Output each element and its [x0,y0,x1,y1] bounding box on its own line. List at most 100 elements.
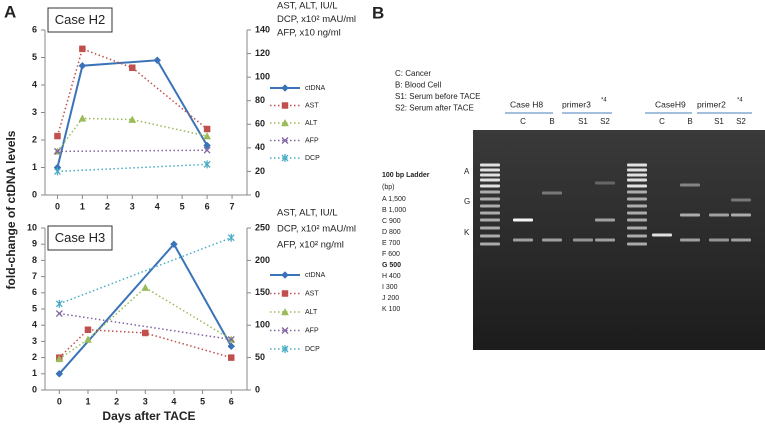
x-tick-label: 6 [205,201,210,211]
gel-marker: K [464,228,470,237]
ladder-entry: F 600 [382,251,400,258]
y2-tick-label: 0 [255,384,260,394]
gel-legend: S2: Serum after TACE [395,104,474,113]
gel-band [595,181,615,185]
gel-legend: S1: Serum before TACE [395,92,481,101]
x-tick-label: 4 [155,201,160,211]
gel-band [480,218,500,222]
y2-tick-label: 250 [255,222,270,232]
y-tick-label: 5 [32,303,37,313]
gel-band [731,198,751,202]
y-tick-label: 6 [32,287,37,297]
series-line [59,312,232,341]
ladder-entry: K 100 [382,306,400,313]
y-tick-label: 4 [32,320,37,330]
lane-label: C [520,117,526,126]
legend-marker [281,84,289,92]
data-point [203,132,212,140]
x-tick-label: 2 [105,201,110,211]
data-point [54,167,61,176]
data-point [227,335,235,343]
gel-band [627,173,647,177]
lane-label: C [659,117,665,126]
data-point [203,125,211,133]
legend-label: DCP [305,155,320,162]
gel-band [542,238,562,242]
gel-band [480,184,500,188]
gel-band [542,191,562,195]
gel-band [627,211,647,215]
data-point [128,115,137,123]
y-axis-label: fold-change of ctDNA levels [4,130,18,289]
x-tick-label: 5 [200,396,205,406]
y-tick-label: 4 [32,79,37,89]
lane-group-label: Case H8 [510,99,543,109]
gel-band [627,204,647,208]
gel-band [652,233,672,237]
x-tick-label: 1 [80,201,85,211]
data-point [54,132,61,140]
series-line [56,117,208,152]
series-line [58,328,232,359]
ladder-entry: B 1,000 [382,207,406,214]
x-tick-label: 1 [85,396,90,406]
gel-band [480,197,500,201]
legend-marker [281,118,289,127]
y-tick-label: 0 [32,189,37,199]
gel-band [480,211,500,215]
data-point [227,233,235,242]
data-point [55,369,64,378]
lane-label: B [549,117,554,126]
y2-tick-label: 80 [255,95,265,105]
legend-label: AFP [305,137,319,144]
legend-marker [281,102,289,109]
data-point [84,326,92,333]
data-point [203,146,211,154]
y-tick-label: 3 [32,336,37,346]
y2-tick-label: 120 [255,48,270,58]
y-tick-label: 10 [27,222,37,232]
lane-label: S1 [578,117,588,126]
gel-band [513,238,533,242]
legend-marker [281,137,289,144]
y2-tick-label: 0 [255,189,260,199]
lane-group-label: CaseH9 [655,99,686,109]
series-line [56,47,208,137]
y-tick-label: 3 [32,107,37,117]
y2-tick-label: 50 [255,352,265,362]
ladder-entry: D 800 [382,229,401,236]
data-point [78,61,87,70]
y-tick-label: 5 [32,52,37,62]
gel-band [480,178,500,182]
gel-bands [480,163,751,246]
lane-label: S1 [714,117,724,126]
gel-band [627,163,647,167]
panel-label: A [4,2,16,21]
legend-marker [281,154,289,162]
y2-axis-label: DCP, x10² mAU/ml [277,14,356,25]
y2-tick-label: 40 [255,142,265,152]
title-box [47,7,113,33]
gel-legend: B: Blood Cell [395,81,441,90]
x-tick-label: 2 [114,396,119,406]
y-tick-label: 1 [32,368,37,378]
chart-title: Case H2 [55,12,106,27]
panel-label: B [372,3,384,22]
y2-tick-label: 60 [255,119,265,129]
legend-label: ctDNA [305,85,326,92]
legend-label: DCP [305,346,320,353]
lane-label: B [687,117,692,126]
gel-band [709,213,729,217]
ladder-entry: H 400 [382,273,401,280]
data-point [203,160,211,169]
y-tick-label: 9 [32,239,37,249]
gel-band [627,190,647,194]
legend-label: AST [305,102,319,109]
data-point [129,64,136,71]
chart-title: Case H3 [55,230,106,245]
gel-band [480,242,500,246]
gel-band [680,213,700,217]
y2-tick-label: 150 [255,287,270,297]
ladder-entry: J 200 [382,295,399,302]
